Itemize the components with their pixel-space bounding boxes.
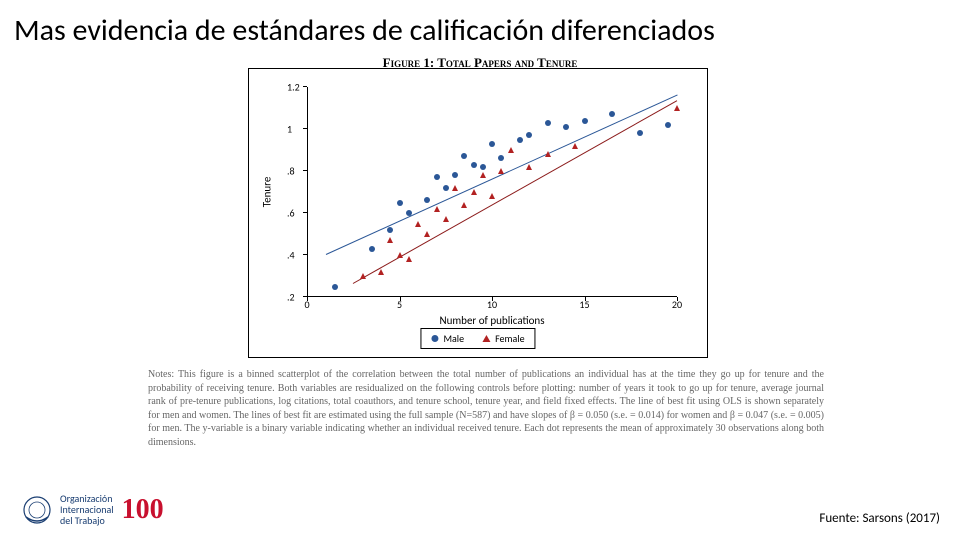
y-axis-label: Tenure	[261, 177, 274, 208]
data-point-female	[545, 151, 551, 157]
data-point-female	[387, 237, 393, 243]
data-point-male	[424, 197, 430, 203]
data-point-female	[415, 221, 421, 227]
y-tick-mark	[303, 86, 307, 87]
y-tick-mark	[303, 254, 307, 255]
y-tick-mark	[303, 296, 307, 297]
y-tick-label: 1.2	[287, 81, 300, 94]
slide: Mas evidencia de estándares de calificac…	[0, 0, 960, 540]
legend-label: Female	[495, 332, 524, 345]
triangle-icon	[482, 335, 490, 342]
data-point-male	[526, 132, 532, 138]
data-point-female	[406, 256, 412, 262]
data-point-male	[406, 210, 412, 216]
data-point-female	[424, 231, 430, 237]
data-point-female	[480, 172, 486, 178]
data-point-female	[452, 185, 458, 191]
data-point-male	[434, 174, 440, 180]
data-point-male	[545, 120, 551, 126]
data-point-male	[369, 246, 375, 252]
figure-notes: Notes: This figure is a binned scatterpl…	[148, 368, 824, 449]
anniversary-badge: 100	[122, 494, 164, 526]
y-tick-mark	[303, 170, 307, 171]
y-tick-label: .6	[287, 207, 295, 220]
y-tick-label: .8	[287, 165, 295, 178]
data-point-female	[397, 252, 403, 258]
x-tick-label: 20	[672, 298, 682, 311]
y-tick-mark	[303, 128, 307, 129]
data-point-male	[517, 137, 523, 143]
legend-item-male: Male	[431, 332, 464, 345]
data-point-female	[489, 193, 495, 199]
data-point-female	[461, 202, 467, 208]
data-point-female	[674, 105, 680, 111]
data-point-male	[397, 200, 403, 206]
data-point-female	[378, 269, 384, 275]
x-tick-label: 0	[304, 298, 309, 311]
data-point-male	[443, 185, 449, 191]
data-point-male	[498, 155, 504, 161]
data-point-female	[508, 147, 514, 153]
ilo-logo: Organización Internacional del Trabajo 1…	[22, 493, 164, 526]
x-axis-label: Number of publications	[439, 314, 544, 327]
page-title: Mas evidencia de estándares de calificac…	[14, 12, 715, 49]
y-tick-mark	[303, 212, 307, 213]
legend: Male Female	[420, 328, 535, 349]
ilo-wreath-icon	[22, 495, 52, 525]
data-point-male	[332, 284, 338, 290]
x-tick-label: 15	[579, 298, 589, 311]
legend-item-female: Female	[482, 332, 524, 345]
data-point-male	[480, 164, 486, 170]
data-point-male	[563, 124, 569, 130]
source-citation: Fuente: Sarsons (2017)	[819, 511, 940, 526]
data-point-male	[609, 111, 615, 117]
data-point-male	[637, 130, 643, 136]
data-point-male	[582, 118, 588, 124]
data-point-female	[360, 273, 366, 279]
plot-area: Number of publications Tenure 05101520.2…	[307, 87, 677, 297]
data-point-female	[572, 143, 578, 149]
x-tick-label: 10	[487, 298, 497, 311]
data-point-male	[461, 153, 467, 159]
data-point-male	[471, 162, 477, 168]
circle-icon	[431, 335, 438, 342]
data-point-female	[443, 216, 449, 222]
data-point-female	[434, 206, 440, 212]
data-point-male	[452, 172, 458, 178]
data-point-female	[498, 168, 504, 174]
legend-label: Male	[443, 332, 464, 345]
org-line: del Trabajo	[60, 515, 114, 526]
y-tick-label: 1	[287, 123, 292, 136]
chart-container: Number of publications Tenure 0 5 10 15 20 .2…	[248, 68, 708, 358]
y-tick-label: .4	[287, 249, 295, 262]
data-point-male	[489, 141, 495, 147]
logo-text: Organización Internacional del Trabajo	[60, 493, 114, 526]
y-tick-label: .2	[287, 291, 295, 304]
data-point-male	[665, 122, 671, 128]
data-point-female	[471, 189, 477, 195]
data-point-female	[526, 164, 532, 170]
data-point-male	[387, 227, 393, 233]
x-tick-label: 5	[397, 298, 402, 311]
